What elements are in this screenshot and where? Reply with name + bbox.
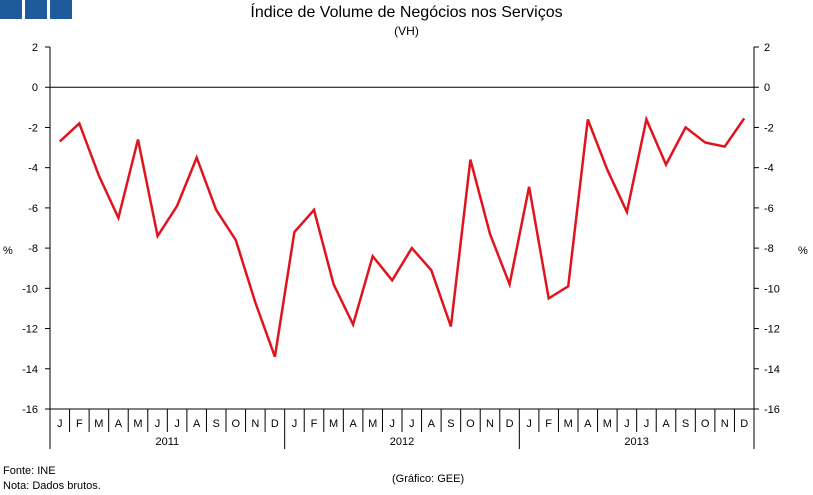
x-tick-label-month: A [349,418,357,430]
y-tick-label-right: -2 [764,122,774,134]
x-tick-label-month: J [389,418,395,430]
x-tick-label-month: F [545,418,552,430]
x-tick-label-month: N [486,418,494,430]
x-tick-label-year: 2012 [390,436,414,448]
y-axis-label-left: % [3,245,13,257]
x-tick-label-month: S [213,418,220,430]
y-tick-label-left: -8 [28,243,38,255]
y-axis-label-right: % [798,245,808,257]
x-tick-label-month: N [251,418,259,430]
y-tick-label-left: -14 [22,364,38,376]
x-tick-label-month: M [603,418,612,430]
y-tick-label-right: -8 [764,243,774,255]
x-tick-label-month: D [506,418,514,430]
x-tick-label-month: D [271,418,279,430]
x-tick-label-month: D [740,418,748,430]
y-tick-label-right: -12 [764,324,780,336]
series-line [58,115,746,358]
y-tick-label-left: -2 [28,122,38,134]
y-tick-label-right: -4 [764,163,774,175]
x-tick-label-month: N [721,418,729,430]
x-tick-label-month: O [466,418,475,430]
chart-title: Índice de Volume de Negócios nos Serviço… [250,4,563,21]
y-tick-label-right: -10 [764,283,780,295]
x-tick-label-month: M [368,418,377,430]
x-tick-label-month: J [174,418,180,430]
x-tick-label-month: M [564,418,573,430]
x-tick-label-month: F [76,418,83,430]
x-tick-label-month: F [311,418,318,430]
logo-block [50,0,72,19]
y-tick-label-left: -10 [22,283,38,295]
y-tick-label-right: -16 [764,404,780,416]
x-tick-label-month: O [231,418,240,430]
y-tick-label-right: 0 [764,82,770,94]
logo-block [0,0,22,19]
x-tick-label-year: 2013 [624,436,648,448]
x-tick-label-month: J [57,418,63,430]
x-tick-label-month: J [526,418,532,430]
chart-subtitle: (VH) [394,24,419,38]
x-tick-label-month: M [329,418,338,430]
y-tick-label-left: -16 [22,404,38,416]
x-tick-label-month: J [409,418,415,430]
y-tick-label-left: -12 [22,324,38,336]
footer-source: Fonte: INE [3,465,56,477]
x-tick-label-month: J [644,418,650,430]
footer-note: Nota: Dados brutos. [3,480,101,492]
y-tick-label-left: 2 [32,42,38,54]
x-tick-label-month: O [701,418,710,430]
x-tick-label-month: M [94,418,103,430]
y-tick-label-right: 2 [764,42,770,54]
y-tick-label-left: -4 [28,163,38,175]
x-tick-label-month: J [155,418,161,430]
x-tick-label-month: A [662,418,670,430]
y-tick-label-right: -6 [764,203,774,215]
x-tick-label-month: S [447,418,454,430]
logo [0,0,73,19]
x-tick-label-month: A [115,418,123,430]
y-tick-label-left: -6 [28,203,38,215]
x-tick-label-month: A [428,418,436,430]
y-tick-label-left: 0 [32,82,38,94]
x-tick-label-month: J [624,418,630,430]
x-tick-label-month: S [682,418,689,430]
x-tick-label-month: J [292,418,298,430]
logo-block [25,0,47,19]
footer-credit: (Gráfico: GEE) [392,473,465,485]
x-tick-label-month: A [193,418,201,430]
x-tick-label-month: M [133,418,142,430]
y-tick-label-right: -14 [764,364,780,376]
x-tick-label-month: A [584,418,592,430]
x-tick-label-year: 2011 [156,436,180,448]
